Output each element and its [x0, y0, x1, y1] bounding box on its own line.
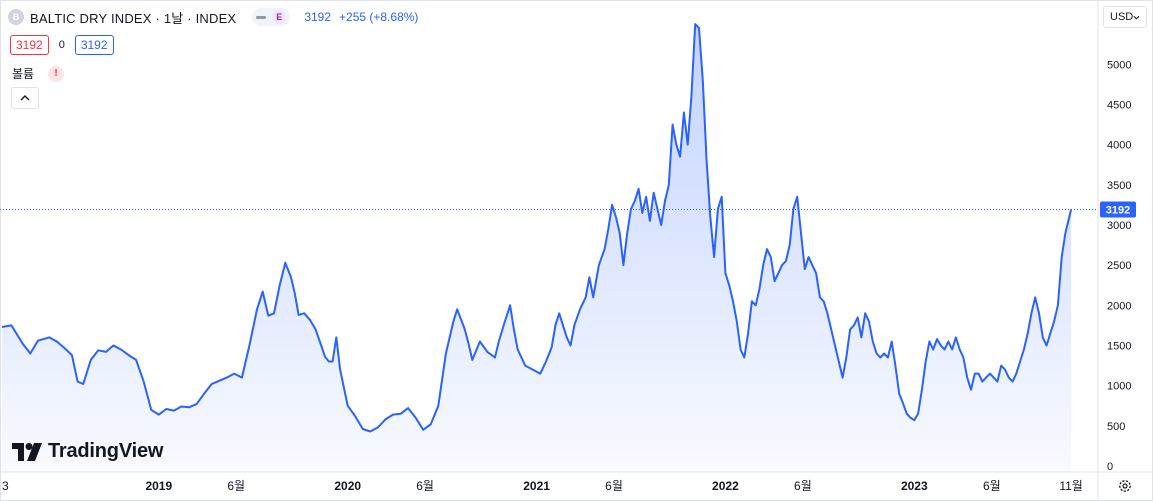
y-tick-label: 3000 [1107, 220, 1131, 232]
gear-icon [1119, 480, 1131, 492]
series-area-fill [2, 24, 1072, 472]
series-line[interactable] [1, 23, 1073, 433]
chevron-down-icon [1133, 15, 1140, 19]
symbol-header: B BALTIC DRY INDEX · 1날 · INDEX E 3192 +… [8, 6, 418, 28]
currency-label: USD [1110, 11, 1134, 23]
currency-select[interactable]: USD [1103, 6, 1147, 28]
x-tick-label: 2023 [901, 479, 928, 493]
tradingview-logo-icon [12, 442, 42, 461]
y-tick-label: 2000 [1107, 300, 1131, 312]
chevron-up-icon [20, 95, 30, 101]
price-change: +255 (+8.68%) [339, 10, 419, 24]
chart-settings-button[interactable] [1117, 478, 1133, 494]
y-tick-label: 1000 [1107, 381, 1131, 393]
x-tick-label: 2022 [712, 479, 739, 493]
x-tick-label: 6월 [983, 479, 1001, 493]
spread-value: 0 [58, 39, 65, 51]
volume-label[interactable]: 볼륨 [12, 67, 35, 81]
x-tick-label: 6월 [227, 479, 245, 493]
y-tick-label: 4500 [1107, 99, 1131, 111]
minus-icon [256, 15, 267, 19]
y-tick-label: 0 [1107, 461, 1113, 473]
collapse-legend-button[interactable] [11, 87, 39, 109]
last-price-label-text: 3192 [1106, 205, 1130, 217]
sell-price-button[interactable]: 3192 [10, 35, 49, 55]
last-price-label: 3192 [1100, 201, 1136, 218]
x-tick-label: 2020 [334, 479, 361, 493]
tradingview-watermark[interactable]: TradingView [12, 440, 163, 463]
x-tick-label: 6월 [416, 479, 434, 493]
buy-price-button[interactable]: 3192 [74, 35, 114, 55]
y-tick-label: 2500 [1107, 260, 1131, 272]
x-tick-label: 11월 [1059, 479, 1083, 493]
y-tick-label: 3500 [1107, 180, 1131, 192]
y-tick-label: 500 [1107, 421, 1125, 433]
x-tick-label: 2019 [145, 479, 172, 493]
volume-legend: 볼륨 ! [12, 65, 65, 82]
symbol-title[interactable]: BALTIC DRY INDEX · 1날 · INDEX [30, 10, 237, 26]
warning-icon[interactable]: ! [48, 65, 65, 82]
earnings-badge-icon: E [272, 10, 287, 24]
events-pill[interactable]: E [252, 8, 291, 26]
x-tick-label: 6월 [605, 479, 623, 493]
watermark-text: TradingView [48, 440, 164, 462]
x-tick-label: 6월 [794, 479, 812, 493]
symbol-logo-icon[interactable]: B [8, 9, 24, 25]
last-price: 3192 [304, 10, 332, 24]
y-tick-label: 4000 [1107, 140, 1131, 152]
x-tick-label: 3 [2, 479, 9, 493]
bid-ask-row: 3192 0 3192 [10, 35, 114, 55]
y-tick-label: 5000 [1107, 59, 1131, 71]
y-tick-label: 1500 [1107, 341, 1131, 353]
x-tick-label: 2021 [523, 479, 550, 493]
